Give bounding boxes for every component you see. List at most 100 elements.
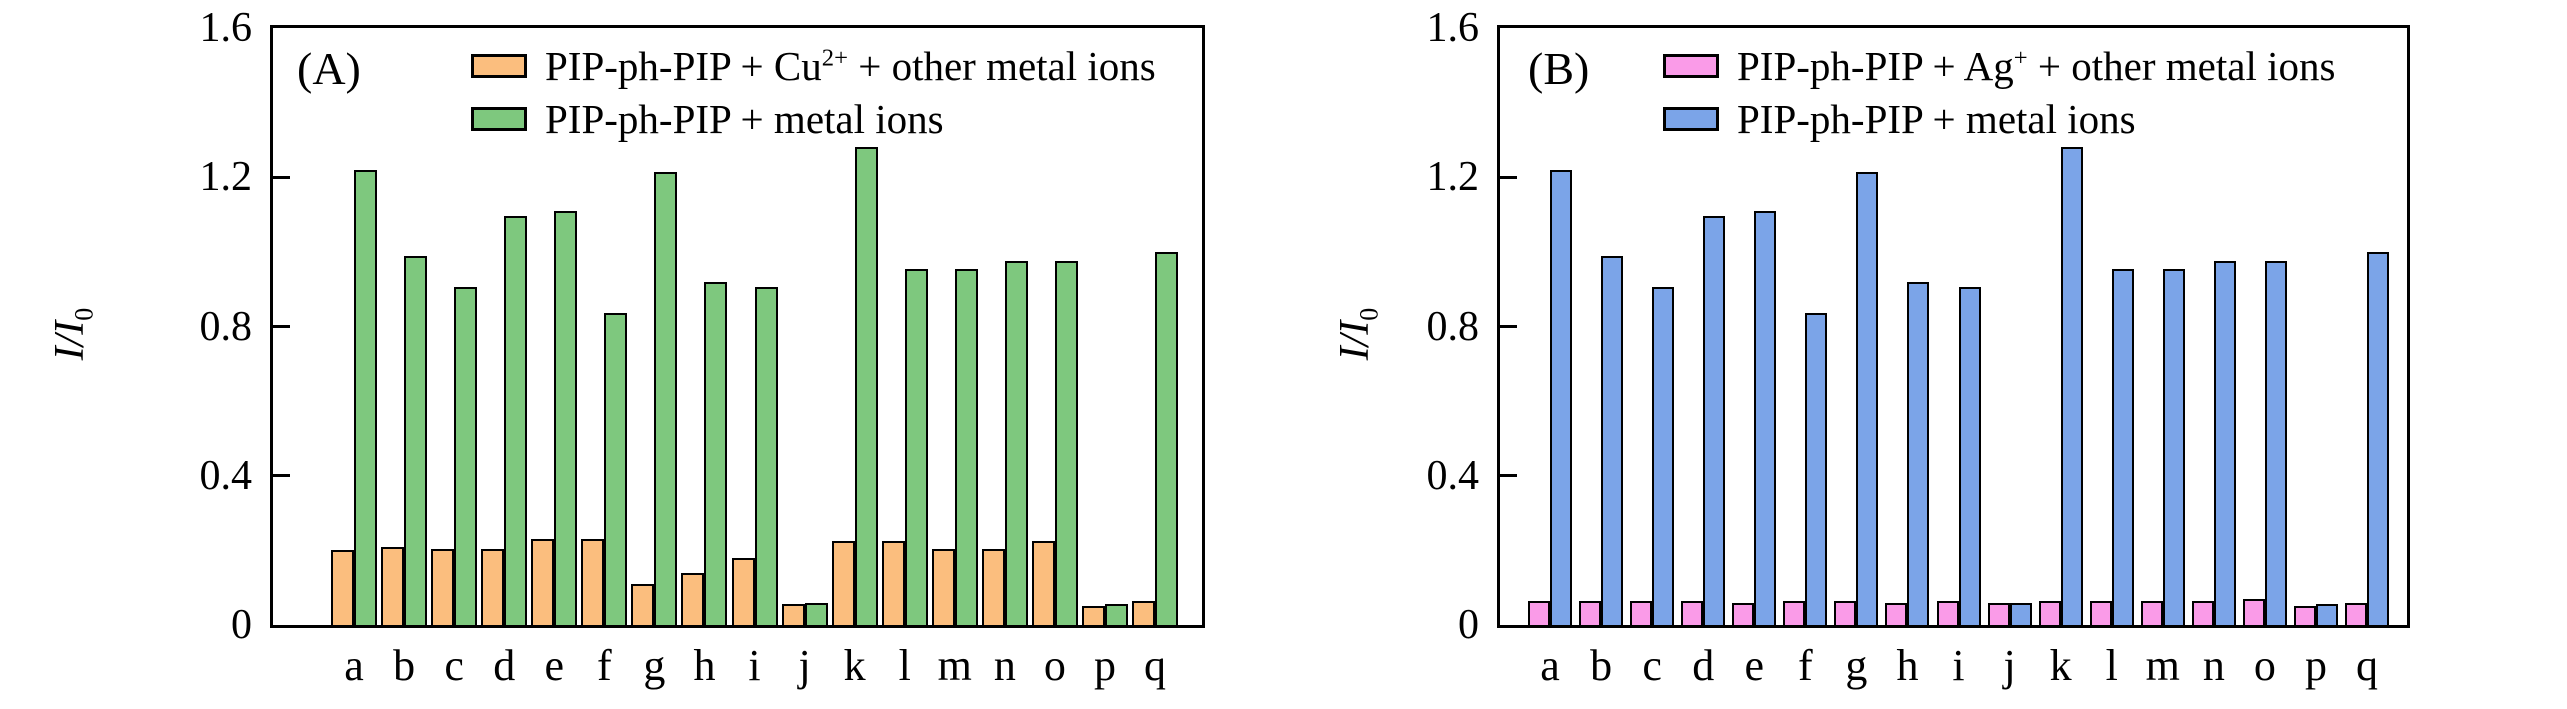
bar-group-p	[1081, 604, 1128, 625]
bar-g-series2	[654, 172, 678, 625]
x-tick-label-q: q	[1144, 641, 1166, 690]
bar-group-g	[1834, 172, 1879, 625]
y-tick-mark	[273, 325, 290, 328]
x-tick-label-l: l	[898, 641, 911, 690]
bar-f-series2	[1805, 313, 1828, 625]
bar-group-q	[1132, 252, 1178, 625]
bar-b-series1	[381, 547, 405, 625]
x-tick-label-b: b	[393, 641, 416, 690]
x-tick-label-b: b	[1590, 641, 1613, 690]
y-tick-mark	[1500, 325, 1517, 328]
x-tick-label-i: i	[1952, 641, 1965, 690]
bar-l-series2	[904, 269, 928, 625]
bar-group-b	[381, 256, 428, 625]
bar-o-series2	[2264, 261, 2287, 625]
bar-o-series2	[1054, 261, 1078, 625]
bar-p-series1	[2293, 606, 2316, 625]
legend-swatch	[471, 54, 527, 78]
bar-q-series1	[2345, 603, 2367, 625]
bar-f-series2	[604, 313, 628, 625]
legend-label: PIP-ph-PIP + metal ions	[1737, 95, 2136, 142]
bar-g-series1	[1834, 601, 1857, 625]
x-tick-label-f: f	[596, 641, 612, 690]
bar-k-series1	[831, 541, 855, 625]
bar-h-series1	[681, 573, 705, 625]
legend-swatch	[1663, 107, 1719, 131]
x-tick-label-c: c	[1642, 641, 1662, 690]
bar-i-series1	[731, 558, 755, 625]
y-tick-label: 1.2	[199, 154, 253, 201]
x-tick-label-g: g	[1845, 641, 1868, 690]
y-tick-label: 0.8	[199, 303, 253, 350]
bar-l-series1	[2089, 601, 2112, 625]
bar-group-d	[481, 216, 528, 625]
bar-c-series1	[431, 549, 455, 625]
bar-m-series1	[931, 549, 955, 625]
bar-k-series1	[2038, 601, 2061, 625]
bar-h-series1	[1885, 603, 1908, 625]
legend-label: PIP-ph-PIP + Ag+ + other metal ions	[1737, 42, 2336, 89]
bar-group-i	[1936, 287, 1981, 625]
legend-swatch	[1663, 54, 1719, 78]
bar-b-series2	[404, 256, 428, 625]
bar-d-series2	[1703, 216, 1726, 625]
bar-e-series2	[1754, 211, 1777, 625]
legend-row: PIP-ph-PIP + Ag+ + other metal ions	[1663, 44, 2335, 88]
y-tick-mark	[1500, 175, 1517, 179]
bar-p-series2	[2315, 604, 2338, 625]
x-tick-label-d: d	[1692, 641, 1715, 690]
y-tick-label: 0.4	[1426, 452, 1480, 499]
bar-a-series1	[331, 550, 354, 625]
bar-o-series1	[1031, 541, 1055, 625]
bar-k-series2	[2060, 147, 2083, 625]
legend-row: PIP-ph-PIP + metal ions	[1663, 97, 2335, 141]
x-tick-label-e: e	[544, 641, 565, 690]
legend: PIP-ph-PIP + Cu2+ + other metal ions PIP-…	[471, 44, 1156, 141]
panel-letter: (A)	[297, 43, 361, 94]
y-tick-labels: 0 0.4 0.8 1.2 1.6	[116, 6, 266, 647]
bar-l-series1	[881, 541, 905, 625]
bar-group-j	[1987, 603, 2032, 625]
x-tick-label-l: l	[2105, 641, 2118, 690]
x-tick-label-c: c	[444, 641, 464, 690]
bar-a-series2	[354, 170, 377, 625]
bar-group-k	[831, 147, 878, 625]
bar-g-series2	[1856, 172, 1879, 625]
x-tick-label-m: m	[937, 641, 972, 690]
bar-j-series2	[804, 603, 828, 625]
bar-group-j	[781, 603, 828, 625]
x-tick-label-h: h	[693, 641, 716, 690]
bar-group-l	[2089, 269, 2134, 625]
bar-group-f	[1783, 313, 1828, 625]
bar-d-series1	[481, 549, 505, 625]
bar-m-series2	[954, 269, 978, 625]
x-tick-label-g: g	[643, 641, 666, 690]
bar-f-series1	[1783, 601, 1806, 625]
legend-label: PIP-ph-PIP + metal ions	[545, 95, 944, 142]
legend-row: PIP-ph-PIP + metal ions	[471, 97, 1156, 141]
y-tick-label: 1.2	[1426, 154, 1480, 201]
bar-group-c	[1630, 287, 1675, 625]
bar-m-series1	[2140, 601, 2163, 625]
x-tick-label-p: p	[1093, 641, 1116, 690]
bar-e-series1	[1732, 603, 1755, 625]
bar-group-a	[331, 170, 377, 625]
bar-b-series1	[1579, 601, 1602, 625]
panel-letter: (B)	[1528, 43, 1590, 94]
y-tick-mark	[273, 474, 290, 478]
bar-e-series1	[531, 539, 555, 625]
bar-c-series2	[1652, 287, 1675, 625]
bar-j-series1	[1987, 603, 2010, 625]
bar-group-h	[1885, 282, 1930, 625]
bar-group-e	[1732, 211, 1777, 625]
x-tick-label-h: h	[1896, 641, 1919, 690]
bar-c-series1	[1630, 601, 1653, 625]
plot-box: (A) PIP-ph-PIP + Cu2+ + other metal ions…	[270, 25, 1205, 628]
legend-swatch	[471, 107, 527, 131]
bar-group-d	[1681, 216, 1726, 625]
x-tick-label-o: o	[1043, 641, 1066, 690]
bar-a-series2	[1550, 170, 1572, 625]
x-tick-label-a: a	[344, 641, 364, 690]
